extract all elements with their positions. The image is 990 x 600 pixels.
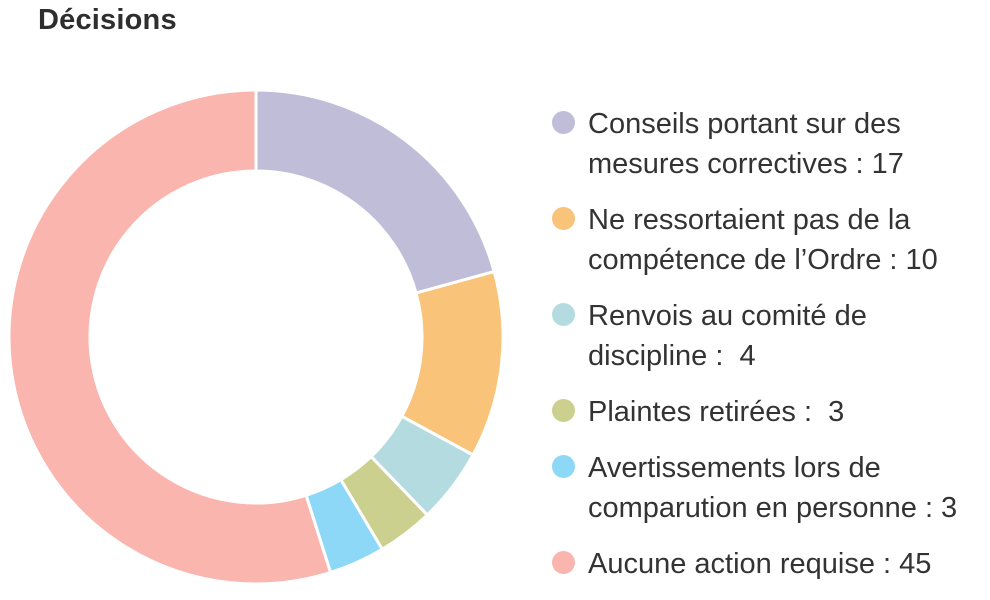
- legend-label: Ne ressortaient pas de la: [588, 204, 911, 236]
- legend-swatch: [552, 303, 575, 326]
- legend-swatch: [552, 399, 575, 422]
- legend-label: compétence de l’Ordre : 10: [588, 244, 938, 276]
- legend-swatch: [552, 207, 575, 230]
- legend-label: Renvois au comité de: [588, 300, 867, 332]
- legend-swatch: [552, 455, 575, 478]
- legend-item-3: Plaintes retirées : 3: [552, 392, 988, 432]
- legend-item-0: Conseils portant sur des mesures correcti…: [552, 104, 988, 184]
- legend-label: discipline : 4: [588, 340, 756, 372]
- legend-label: Plaintes retirées : 3: [588, 396, 845, 428]
- legend-item-5: Aucune action requise : 45: [552, 544, 988, 584]
- legend-label: comparution en personne : 3: [588, 492, 958, 524]
- legend-label: Avertissements lors de: [588, 452, 881, 484]
- legend-swatch: [552, 551, 575, 574]
- legend-swatch: [552, 111, 575, 134]
- legend-item-1: Ne ressortaient pas de la compétence de l…: [552, 200, 988, 280]
- legend-label: Aucune action requise : 45: [588, 548, 932, 580]
- donut-slice-5: [7, 88, 333, 586]
- legend-label: Conseils portant sur des: [588, 108, 901, 140]
- donut-slice-0: [254, 88, 497, 295]
- chart-title: Décisions: [38, 4, 177, 36]
- legend-item-4: Avertissements lors de comparution en per…: [552, 448, 988, 528]
- chart-legend: Conseils portant sur des mesures correcti…: [552, 104, 988, 600]
- legend-label: mesures correctives : 17: [588, 148, 904, 180]
- legend-item-2: Renvois au comité de discipline : 4: [552, 296, 988, 376]
